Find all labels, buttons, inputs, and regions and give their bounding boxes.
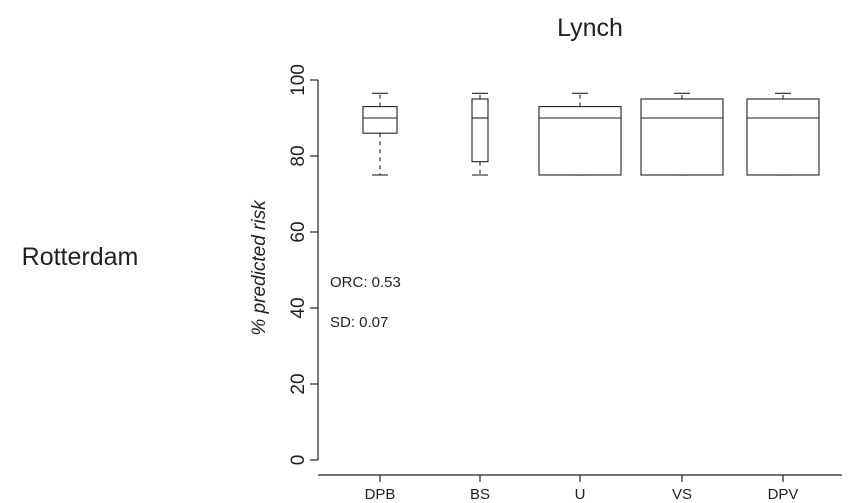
y-tick-label: 20 — [288, 373, 309, 394]
box-iqr — [362, 106, 398, 134]
y-tick-label: 40 — [288, 297, 309, 318]
y-tick-label: 100 — [288, 64, 309, 96]
plot-area: 0 20 40 60 80 100 DPB BS U VS DPV — [288, 64, 842, 503]
y-axis-label: % predicted risk — [249, 199, 270, 336]
y-tick-label: 60 — [288, 221, 309, 242]
box-iqr — [538, 106, 622, 176]
x-tick-label: DPV — [768, 486, 799, 503]
x-tick-label: VS — [672, 486, 692, 503]
y-tick-label: 80 — [288, 145, 309, 166]
box-iqr — [471, 98, 489, 163]
x-tick-label: BS — [470, 486, 490, 503]
y-tick-label: 0 — [288, 455, 309, 466]
x-tick-label: U — [575, 486, 586, 503]
x-tick-label: DPB — [365, 486, 396, 503]
box-iqr — [746, 98, 820, 176]
row-label: Rotterdam — [22, 243, 139, 271]
annotation-orc: ORC: 0.53 — [330, 274, 401, 291]
box-iqr — [640, 98, 724, 176]
annotation-sd: SD: 0.07 — [330, 314, 388, 331]
chart-title: Lynch — [557, 14, 623, 42]
